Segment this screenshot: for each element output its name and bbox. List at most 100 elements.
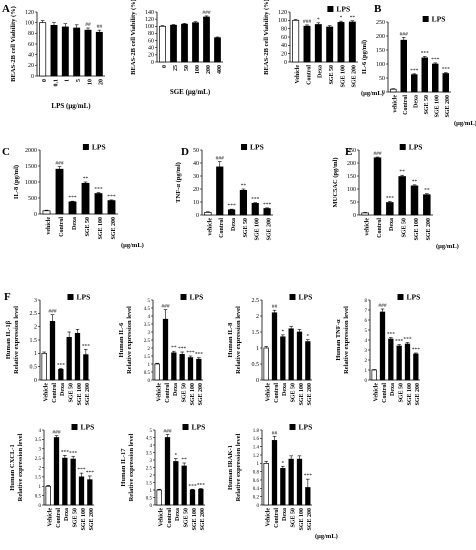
category-label: Dexa (231, 218, 237, 231)
significance-label: * (174, 453, 177, 459)
bar-D-3 (239, 189, 248, 216)
y-tick-label: 0.6 (253, 479, 260, 484)
category-label: SGE 50 (424, 95, 430, 115)
y-axis-label: Human IL-8 (227, 322, 234, 358)
y-tick-label: 3.5 (144, 323, 151, 328)
significance-label: ### (303, 19, 312, 25)
y-tick-label: 40 (193, 161, 199, 167)
bar-D-1 (216, 166, 224, 216)
bar-F7-1 (271, 440, 278, 506)
y-axis-label: Relative expression level (17, 433, 24, 501)
bar-F4-4 (404, 343, 411, 381)
bar-C-3 (81, 182, 90, 215)
category-label: SGE 200 (200, 508, 206, 531)
category-label: Control (377, 218, 383, 238)
bar-F1-1 (49, 320, 56, 381)
significance-label: ** (350, 15, 356, 21)
y-tick-label: 80 (281, 26, 287, 32)
y-tick-label: 0 (150, 504, 153, 509)
significance-label: * (317, 17, 320, 23)
category-label: Vehicle (374, 383, 380, 402)
legend-label: LPS (250, 143, 264, 152)
category-label: Dexa (173, 383, 179, 396)
y-axis-label: BEAS-2B cell Viability (%) (130, 0, 137, 75)
panel-letter-F: F (4, 291, 11, 303)
y-tick-label: 80 (148, 31, 154, 37)
category-label: 1 (65, 79, 71, 82)
legend-swatch-F1 (67, 294, 74, 300)
bar-A3-0 (292, 19, 300, 63)
category-label: SGE 200 (352, 65, 358, 88)
y-axis-label: BEAS-2B cell Viability (%) (10, 6, 17, 82)
category-label: Control (165, 383, 171, 403)
bar-E-5 (423, 194, 431, 216)
category-label: vehicle (207, 218, 213, 236)
category-label: SGE 50 (291, 383, 297, 403)
bar-F5-4 (78, 476, 85, 506)
y-tick-label: 0 (34, 378, 37, 384)
category-label: SGE 200 (307, 508, 313, 531)
y-tick-label: 120 (145, 17, 154, 23)
category-label: Dexa (318, 65, 324, 78)
y-tick-label: 50 (193, 148, 199, 154)
legend-label: LPS (299, 293, 313, 302)
category-label: SGE 50 (69, 383, 75, 403)
y-tick-label: 1.5 (35, 476, 42, 481)
y-axis-label: MUC5AC (pg/ml) (332, 157, 339, 207)
y-axis-label: Human IL-17 (120, 448, 127, 487)
bar-A1-3 (73, 27, 81, 77)
category-label: Vehicle (266, 508, 272, 527)
category-label: Vehicle (266, 383, 272, 402)
y-tick-label: 1.2 (253, 454, 260, 459)
significance-label: *** (86, 470, 95, 476)
legend-swatch-F3 (289, 294, 296, 300)
bar-F6-1 (164, 437, 171, 506)
y-axis-label: Human IRAK-1 (227, 445, 234, 490)
unit-label: (μg/mL) (315, 533, 338, 540)
unit-label: (μg/mL) (436, 243, 459, 250)
bar-A3-5 (348, 21, 356, 63)
y-tick-label: 1 (148, 363, 151, 368)
significance-label: ### (52, 430, 61, 436)
bar-F5-3 (70, 458, 76, 506)
significance-label: ## (272, 430, 278, 436)
bar-F5-0 (45, 485, 51, 506)
y-axis-label: Relative expression level (235, 433, 242, 501)
y-tick-label: 2 (256, 314, 259, 320)
significance-label: *** (77, 467, 86, 473)
y-tick-label: 5 (365, 329, 368, 334)
y-tick-label: 5 (150, 429, 153, 434)
bar-F4-0 (371, 369, 377, 381)
significance-label: ### (378, 303, 387, 309)
bar-E-2 (386, 202, 394, 216)
category-label: Dexa (175, 508, 181, 521)
y-tick-label: 1 (365, 369, 368, 374)
y-tick-label: 7 (365, 309, 368, 314)
bar-A1-0 (39, 22, 47, 77)
bar-F7-3 (288, 458, 294, 506)
significance-label: *** (57, 363, 66, 369)
bar-D-0 (204, 212, 212, 216)
category-label: Dexa (282, 383, 288, 396)
y-axis-label: TNF-α (pg/ml) (175, 162, 182, 203)
bar-F1-5 (83, 354, 89, 381)
y-tick-label: 40 (148, 46, 154, 52)
category-label: Control (56, 508, 62, 528)
bar-F1-0 (41, 352, 47, 381)
significance-label: ** (83, 176, 89, 182)
y-tick-label: 2.5 (144, 339, 151, 344)
y-tick-label: 1.6 (253, 437, 260, 442)
bar-F2-3 (179, 354, 185, 381)
y-tick-label: 150 (347, 174, 356, 180)
bar-F6-0 (156, 489, 162, 506)
y-tick-label: 3 (150, 459, 153, 464)
category-label: SGE 50 (85, 217, 91, 237)
bar-D-2 (227, 209, 236, 216)
bar-A2-1 (170, 24, 177, 63)
y-tick-label: 3 (365, 349, 368, 354)
y-tick-label: 2000 (25, 148, 37, 154)
category-label: Dexa (64, 508, 70, 521)
y-tick-label: 250 (376, 20, 385, 26)
bar-A1-2 (61, 26, 69, 77)
bar-F4-2 (388, 338, 394, 381)
